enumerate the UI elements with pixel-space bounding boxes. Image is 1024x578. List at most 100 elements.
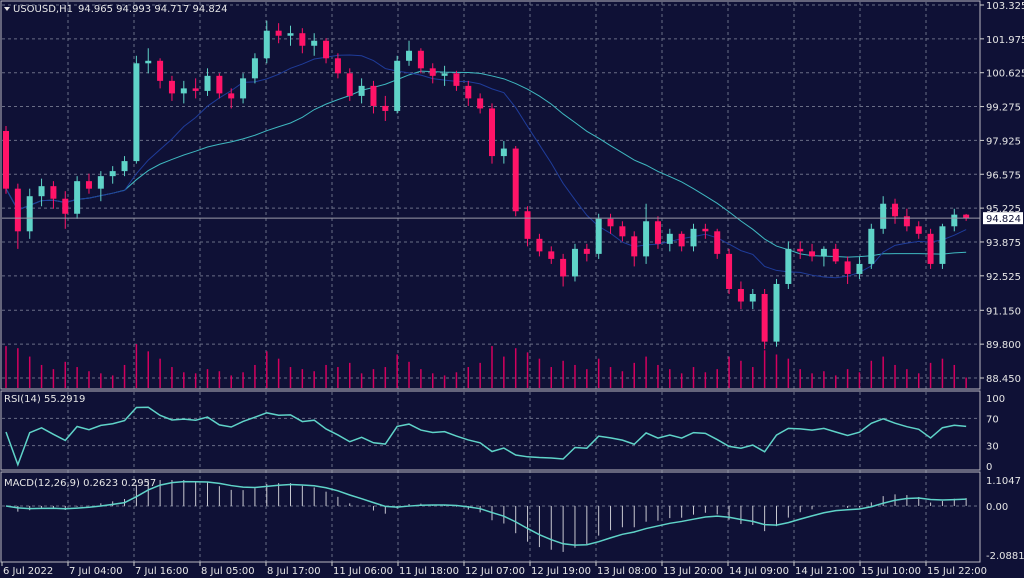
bear-candle — [654, 221, 661, 244]
bear-candle — [619, 226, 626, 237]
dropdown-triangle-icon[interactable] — [4, 7, 10, 11]
time-tick-label: 11 Jul 06:00 — [333, 566, 393, 577]
bear-candle — [607, 218, 614, 227]
bull-candle — [26, 196, 33, 232]
price-tick-label: 96.575 — [986, 170, 1021, 181]
bear-candle — [737, 288, 744, 302]
bear-candle — [548, 251, 555, 259]
bull-candle — [204, 75, 211, 91]
price-tick-label: 91.150 — [986, 306, 1021, 317]
bear-candle — [702, 228, 709, 232]
bull-candle — [939, 226, 946, 264]
symbol-label: USOUSD,H1 — [13, 4, 73, 15]
panel-frame — [0, 471, 981, 563]
bear-candle — [216, 75, 223, 94]
bull-candle — [109, 171, 116, 177]
rsi-tick-label: 100 — [986, 394, 1005, 405]
bull-candle — [38, 186, 45, 197]
price-tick-label: 99.275 — [986, 103, 1021, 114]
bear-candle — [560, 258, 567, 277]
time-tick-label: 14 Jul 09:00 — [729, 566, 789, 577]
price-tick-label: 101.975 — [986, 35, 1024, 46]
macd-tick-label: -2.0881 — [986, 551, 1024, 562]
bull-candle — [785, 248, 792, 284]
time-tick-label: 8 Jul 05:00 — [201, 566, 255, 577]
bear-candle — [489, 108, 495, 157]
time-tick-label: 11 Jul 18:00 — [399, 566, 459, 577]
rsi-tick-label: 0 — [986, 462, 992, 473]
time-tick-label: 7 Jul 04:00 — [69, 566, 123, 577]
bull-candle — [856, 263, 863, 274]
price-tick-label: 93.875 — [986, 238, 1021, 249]
bear-candle — [726, 253, 733, 289]
bear-candle — [892, 203, 899, 217]
bear-candle — [453, 73, 460, 86]
bull-candle — [180, 88, 187, 94]
bear-candle — [809, 251, 816, 257]
rsi-panel — [5, 406, 967, 467]
volume-bars — [5, 344, 967, 388]
rsi-line — [5, 406, 967, 467]
bear-candle — [85, 181, 92, 189]
bull-candle — [773, 283, 780, 342]
bear-candle — [323, 40, 330, 59]
bear-candle — [50, 186, 57, 199]
chart-header: USOUSD,H1 94.965 94.993 94.717 94.824 — [4, 4, 228, 15]
bull-candle — [121, 161, 128, 172]
bear-candle — [761, 293, 768, 342]
bear-candle — [3, 131, 9, 189]
bear-candle — [429, 68, 436, 76]
bear-candle — [524, 211, 531, 239]
bear-candle — [14, 188, 21, 232]
bull-candle — [145, 60, 152, 64]
price-tick-label: 103.325 — [986, 1, 1024, 12]
bull-candle — [500, 148, 507, 157]
bear-candle — [334, 58, 341, 74]
bull-candle — [595, 218, 602, 254]
time-tick-label: 14 Jul 21:00 — [795, 566, 855, 577]
bull-candle — [406, 50, 413, 61]
bull-candle — [666, 233, 673, 244]
ma-slow-line — [5, 70, 967, 258]
candles — [2, 20, 980, 350]
bear-candle — [797, 248, 804, 252]
bear-candle — [536, 238, 543, 252]
bull-candle — [951, 214, 958, 227]
bear-candle — [62, 198, 69, 214]
bull-candle — [311, 40, 318, 46]
bear-candle — [963, 214, 970, 219]
bull-candle — [394, 60, 401, 111]
price-tick-label: 100.625 — [986, 69, 1024, 80]
bull-candle — [97, 176, 104, 189]
bear-candle — [915, 226, 922, 234]
bear-candle — [927, 233, 934, 264]
bear-candle — [844, 261, 851, 274]
macd-title: MACD(12,26,9) 0.2623 0.2957 — [4, 478, 156, 489]
time-tick-label: 7 Jul 16:00 — [135, 566, 189, 577]
time-tick-label: 13 Jul 08:00 — [597, 566, 657, 577]
rsi-tick-label: 70 — [986, 414, 999, 425]
bull-candle — [358, 85, 365, 96]
bear-candle — [157, 60, 164, 81]
bull-candle — [287, 33, 294, 36]
time-tick-label: 8 Jul 17:00 — [267, 566, 321, 577]
bull-candle — [74, 181, 81, 214]
bear-candle — [417, 50, 424, 69]
macd-tick-label: 0.00 — [986, 502, 1008, 513]
time-tick-label: 15 Jul 10:00 — [861, 566, 921, 577]
panel-frame — [0, 390, 981, 471]
bear-candle — [228, 93, 235, 99]
bull-candle — [263, 30, 270, 59]
rsi-title: RSI(14) 55.2919 — [4, 394, 85, 405]
bull-candle — [820, 248, 827, 257]
bear-candle — [275, 30, 282, 36]
bull-candle — [880, 203, 887, 229]
bear-candle — [512, 148, 519, 212]
bear-candle — [631, 236, 638, 257]
bear-candle — [382, 105, 389, 111]
macd-signal-line — [5, 480, 967, 546]
time-tick-label: 12 Jul 07:00 — [465, 566, 525, 577]
